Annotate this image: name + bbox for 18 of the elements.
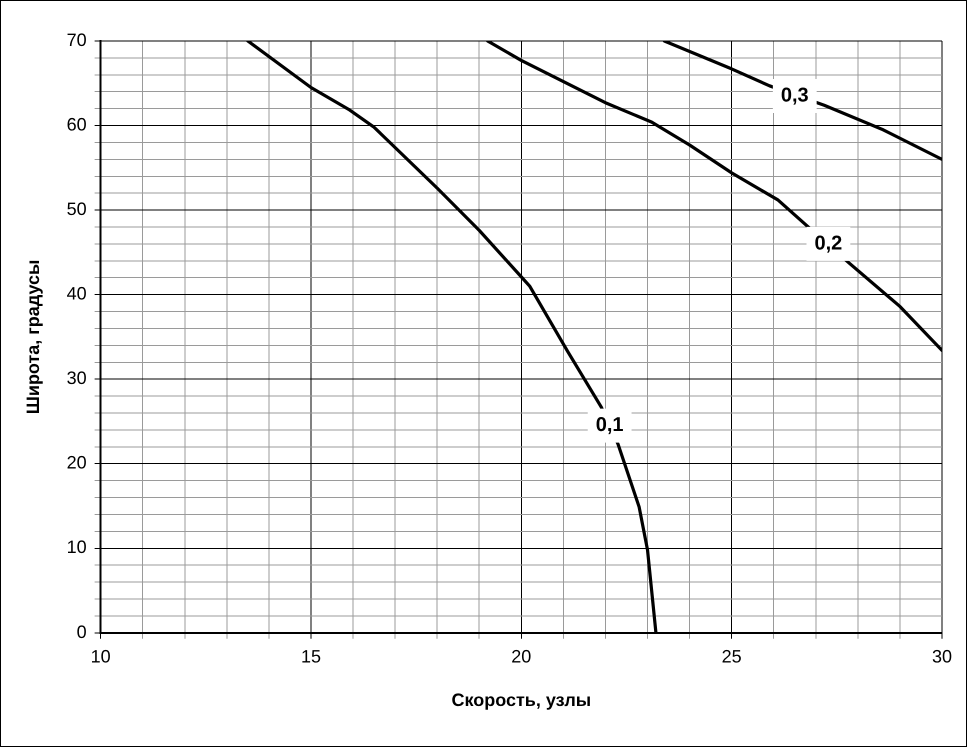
x-axis-title: Скорость, узлы: [451, 690, 592, 710]
x-tick-label: 25: [722, 646, 742, 667]
y-axis-title: Широта, градусы: [22, 260, 43, 414]
x-tick-label: 30: [932, 646, 952, 667]
y-tick-label: 70: [66, 30, 87, 50]
annotation: 0,2: [814, 232, 842, 254]
annotation: 0,1: [596, 414, 624, 436]
x-tick-label: 10: [90, 646, 111, 667]
y-tick-label: 60: [66, 114, 87, 135]
x-tick-label: 15: [300, 646, 321, 667]
annotation: 0,3: [780, 84, 809, 106]
y-tick-label: 20: [66, 452, 87, 473]
y-tick-label: 50: [66, 199, 87, 220]
y-tick-label: 0: [76, 622, 87, 642]
y-tick-label: 30: [66, 368, 87, 388]
x-tick-label: 20: [511, 646, 532, 667]
y-tick-label: 10: [66, 537, 87, 558]
y-tick-label: 40: [66, 284, 87, 304]
